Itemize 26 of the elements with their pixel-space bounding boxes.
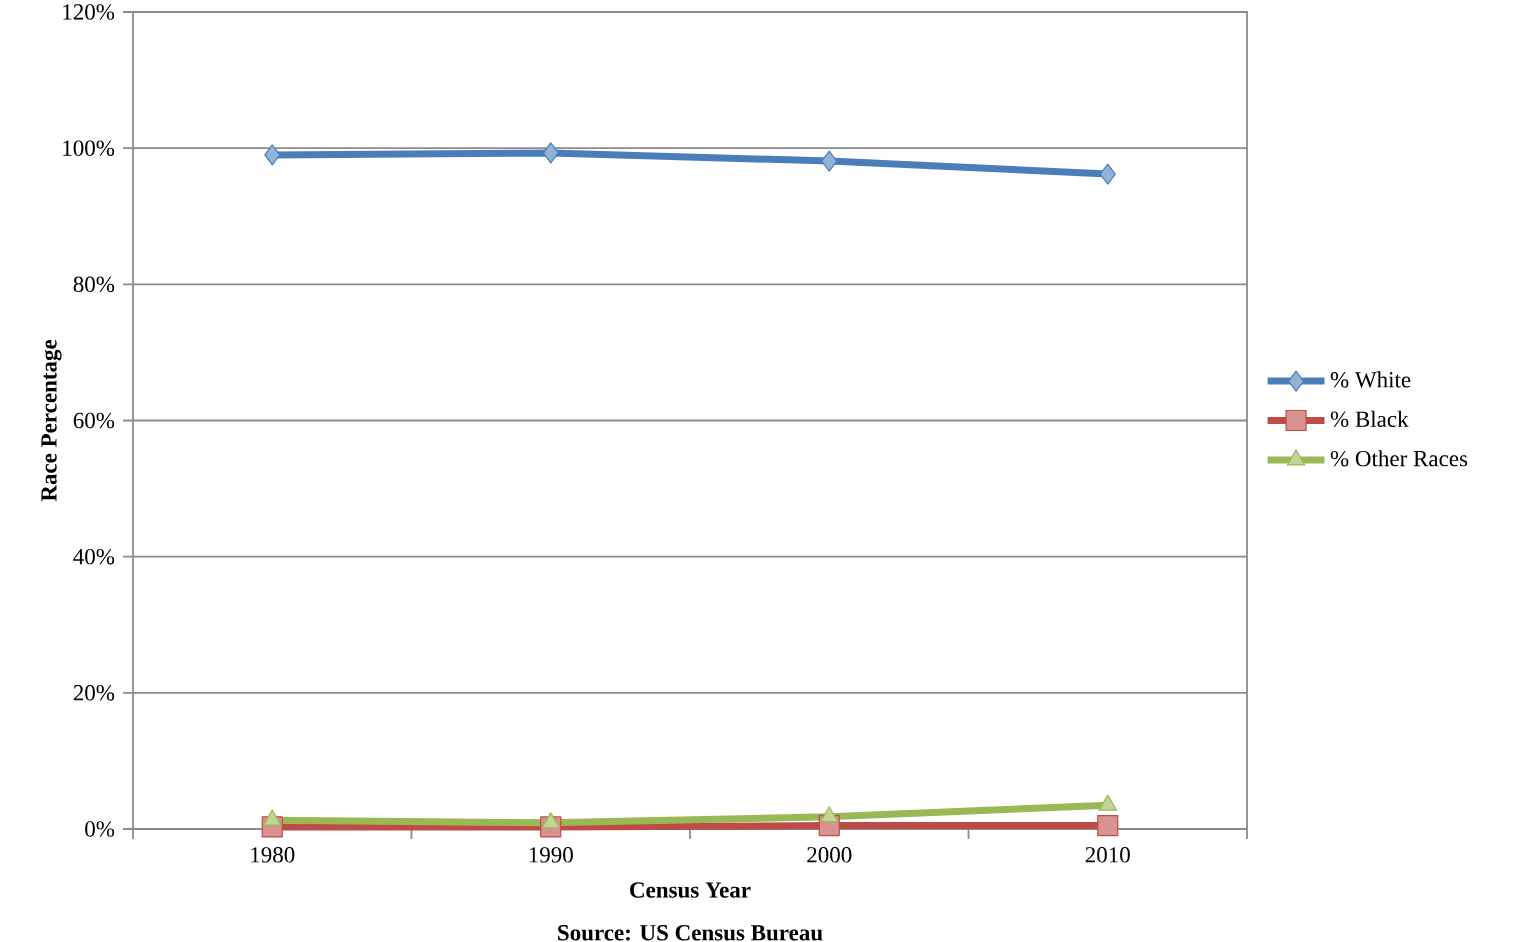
source-note: Source: US Census Bureau xyxy=(558,925,823,941)
point xyxy=(1097,814,1119,837)
point xyxy=(263,809,282,826)
y-tick-label: 0% xyxy=(85,821,115,837)
point xyxy=(1099,163,1116,185)
y-tick-label: 120% xyxy=(63,4,115,20)
x-axis-title: Census Year xyxy=(630,882,751,898)
y-tick-label: 20% xyxy=(73,685,115,701)
point xyxy=(821,150,838,172)
legend-label: % White xyxy=(1330,371,1411,388)
point xyxy=(819,806,839,823)
point xyxy=(264,144,281,166)
y-tick-label: 40% xyxy=(73,548,115,565)
y-axis-title: Race Percentage xyxy=(41,339,62,502)
x-tick-label: 2000 xyxy=(807,847,852,863)
point xyxy=(1098,794,1117,811)
x-tick-label: 1990 xyxy=(529,847,573,863)
x-tick-label: 1980 xyxy=(251,847,295,863)
y-tick-label: 80% xyxy=(73,276,115,293)
point xyxy=(542,142,559,164)
y-tick-label: 100% xyxy=(63,140,115,156)
point xyxy=(541,812,561,829)
legend-label: % Other Races xyxy=(1330,450,1468,467)
legend-label: % Black xyxy=(1330,410,1409,428)
x-tick-label: 2010 xyxy=(1085,847,1130,863)
y-tick-label: 60% xyxy=(73,412,115,429)
